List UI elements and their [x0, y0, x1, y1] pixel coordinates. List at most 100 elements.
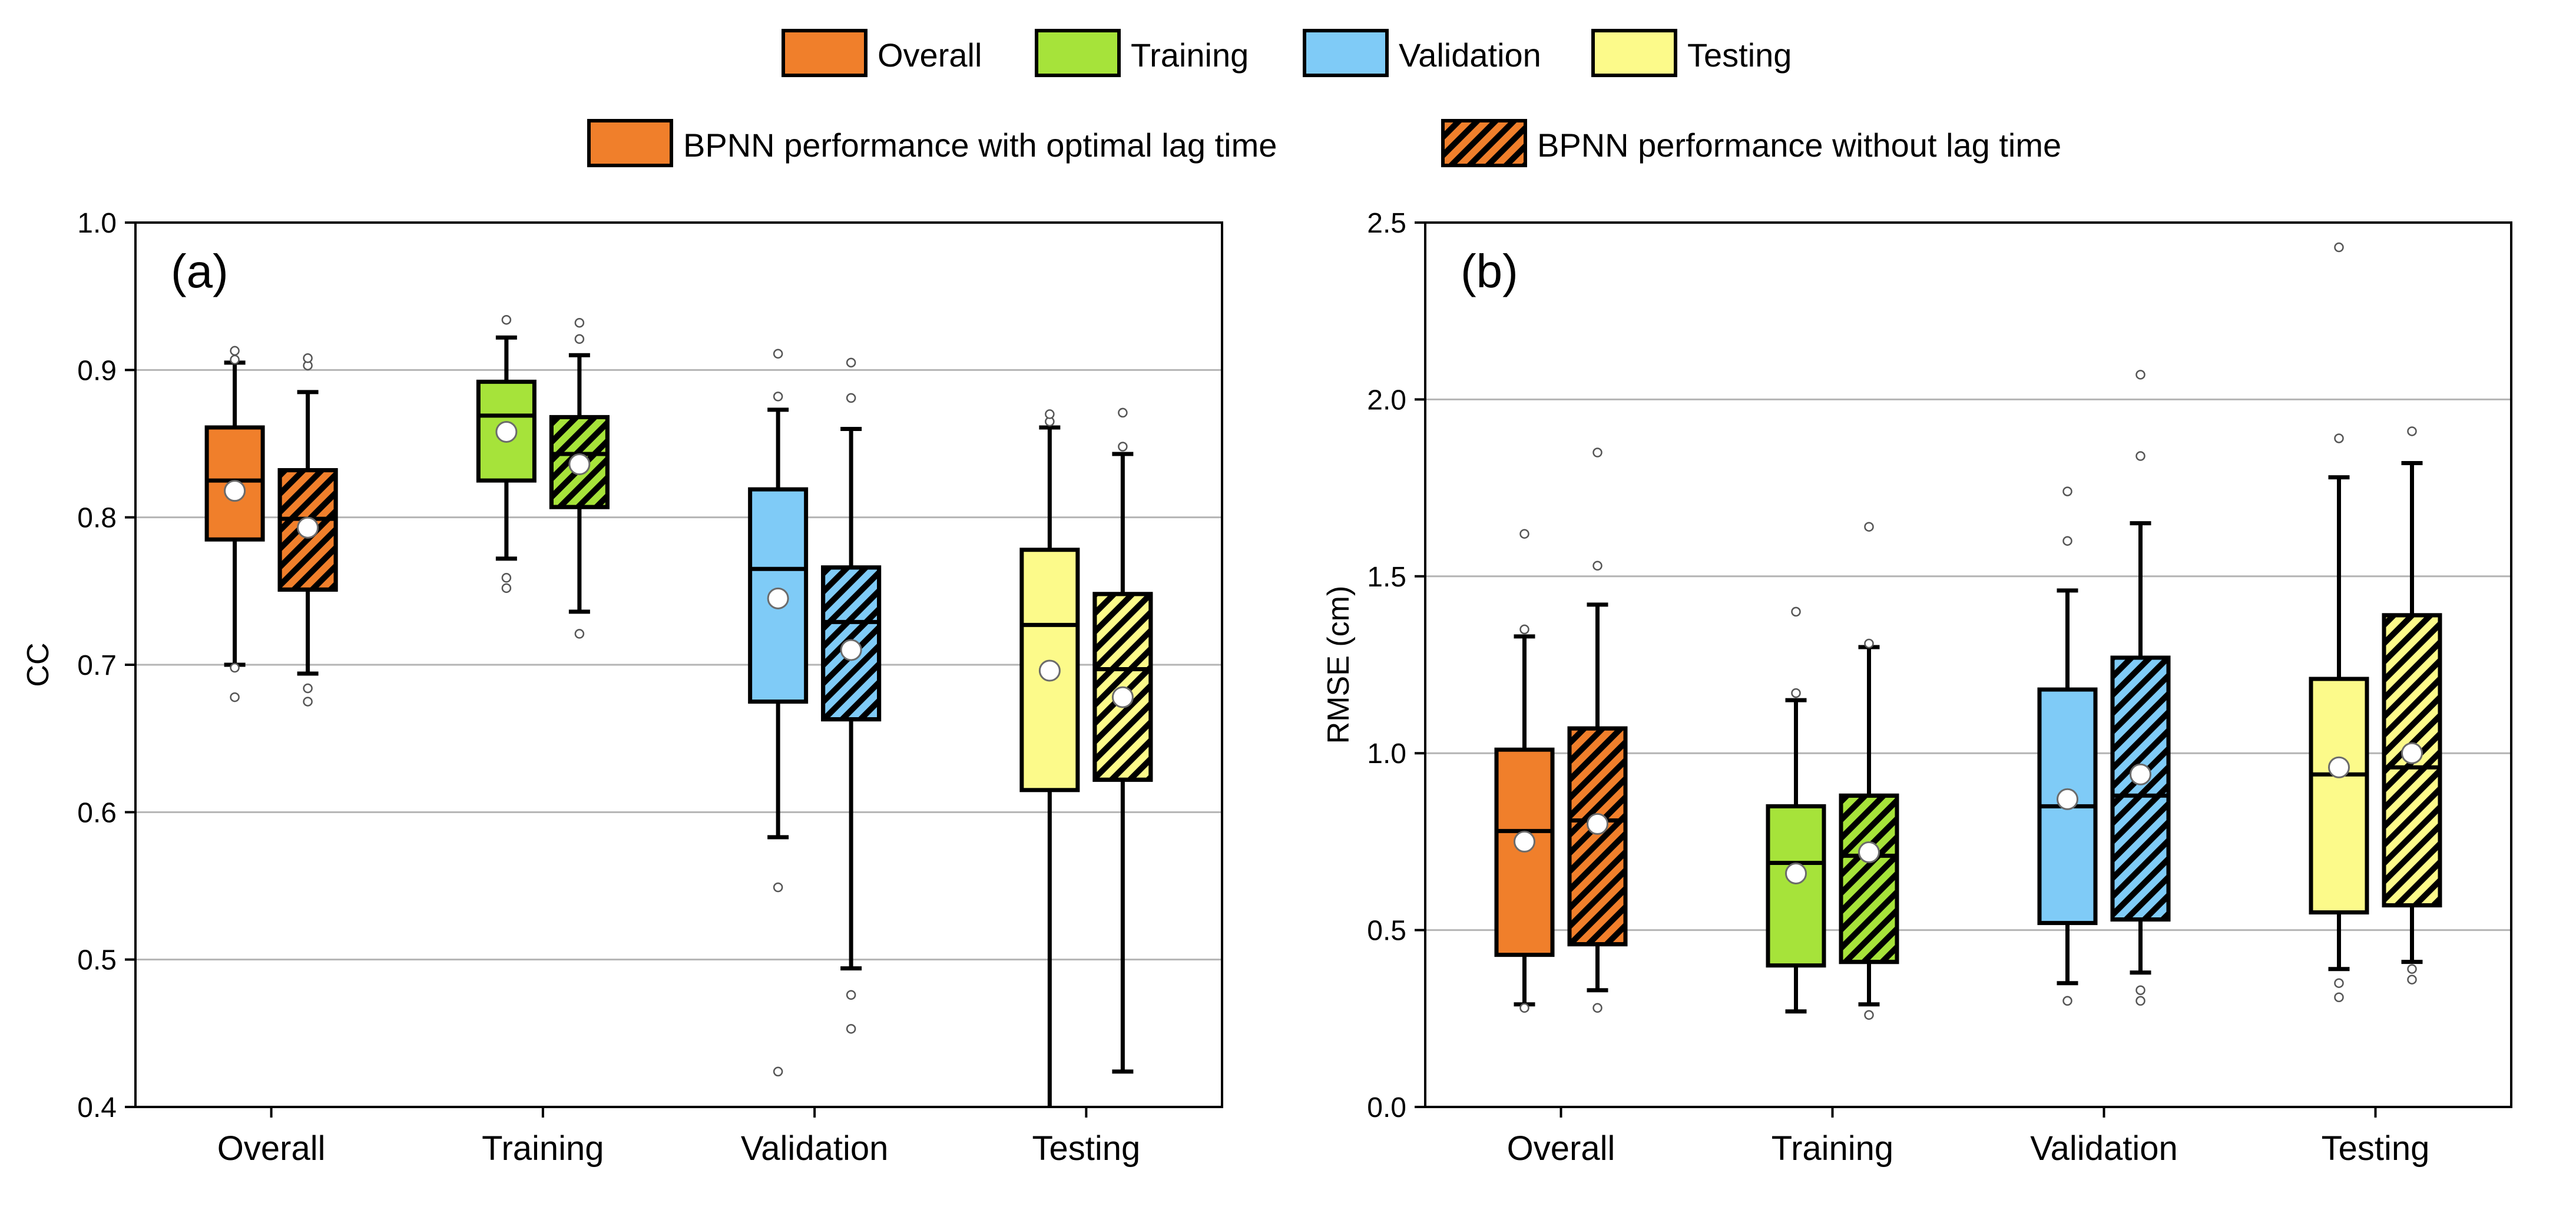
legend-label-validation: Validation: [1399, 37, 1541, 74]
legend-label-style-0: BPNN performance with optimal lag time: [683, 127, 1277, 164]
outlier-point: [1864, 638, 1874, 649]
x-tick-label-testing: Testing: [1032, 1129, 1140, 1168]
x-tick-label-overall: Overall: [1507, 1129, 1615, 1168]
outlier-point: [230, 662, 240, 673]
box-overall-with-lag: [204, 346, 265, 702]
outlier-point: [2407, 964, 2417, 974]
outlier-point: [2135, 370, 2145, 380]
outlier-point: [303, 697, 313, 707]
box-training-without-lag: [1839, 522, 1899, 1020]
outlier-point: [2135, 996, 2145, 1006]
outlier-point: [230, 692, 240, 702]
box-training-with-lag: [1766, 606, 1826, 1014]
outlier-point: [1864, 1010, 1874, 1020]
outlier-point: [2407, 974, 2417, 984]
legend-label-training: Training: [1131, 37, 1249, 74]
mean-marker: [1587, 813, 1608, 835]
box-validation-without-lag: [821, 357, 882, 1034]
box-hatch: [1567, 726, 1628, 947]
outlier-point: [2334, 992, 2344, 1003]
mean-marker: [297, 516, 319, 539]
x-tick-label-validation: Validation: [2030, 1129, 2177, 1168]
outlier-point: [1519, 624, 1529, 635]
panel-label: (a): [171, 245, 229, 297]
mean-marker: [1038, 659, 1061, 682]
outlier-point: [230, 346, 240, 356]
outlier-point: [846, 393, 856, 403]
outlier-point: [303, 353, 313, 363]
box-validation-with-lag: [2037, 486, 2098, 1006]
outlier-point: [1118, 442, 1128, 452]
legend-label-testing: Testing: [1687, 37, 1792, 74]
box-training-without-lag: [549, 317, 610, 639]
y-tick-label: 1.0: [1367, 738, 1406, 770]
outlier-point: [1519, 1003, 1529, 1013]
outlier-point: [2334, 242, 2344, 253]
outlier-point: [574, 334, 585, 344]
outlier-point: [2062, 536, 2072, 546]
outlier-point: [773, 1066, 783, 1077]
mean-marker: [2057, 788, 2078, 810]
box-overall-with-lag: [1494, 529, 1555, 1013]
outlier-point: [1592, 447, 1602, 458]
box-hatch: [2110, 655, 2171, 922]
legend: Overall Training Validation Testing BPNN per…: [587, 29, 2061, 167]
outlier-point: [574, 317, 585, 328]
legend-swatch-training: [1035, 29, 1121, 77]
x-tick-label-training: Training: [1772, 1129, 1893, 1168]
y-tick-label: 1.0: [77, 208, 117, 239]
x-tick-label-overall: Overall: [217, 1129, 326, 1168]
mean-marker: [568, 453, 591, 476]
box-testing-with-lag: [2309, 242, 2369, 1003]
y-tick-label: 0.0: [1367, 1092, 1406, 1123]
mean-marker: [495, 420, 518, 443]
y-tick-label: 0.4: [77, 1092, 117, 1123]
mean-marker: [1111, 686, 1134, 708]
outlier-point: [1791, 606, 1801, 617]
box-hatch: [1839, 793, 1899, 964]
x-tick-label-training: Training: [482, 1129, 604, 1168]
outlier-point: [773, 349, 783, 359]
outlier-point: [501, 583, 512, 594]
y-tick-label: 0.5: [1367, 916, 1406, 947]
outlier-point: [2407, 426, 2417, 436]
x-tick-label-validation: Validation: [741, 1129, 888, 1168]
mean-marker: [2401, 742, 2423, 764]
box-overall-without-lag: [1567, 447, 1628, 1013]
mean-marker: [2328, 756, 2350, 778]
panel-b: 0.0 0.5 1.0 1.5 2.0 2.5 Overall Training Validat…: [1322, 208, 2512, 1168]
plot-frame: [1424, 221, 2512, 1108]
outlier-point: [846, 357, 856, 368]
outlier-point: [303, 683, 313, 694]
outlier-point: [230, 354, 240, 365]
outlier-point: [1791, 688, 1801, 698]
legend-swatch-validation: [1303, 29, 1389, 77]
outlier-point: [773, 392, 783, 402]
mean-marker: [767, 587, 789, 609]
legend-swatch-testing: [1591, 29, 1677, 77]
y-tick-label: 1.5: [1367, 562, 1406, 593]
y-tick-label: 2.0: [1367, 384, 1406, 416]
outlier-point: [2334, 978, 2344, 988]
box-testing-with-lag: [1019, 409, 1080, 1107]
box-validation-with-lag: [748, 349, 809, 1077]
outlier-point: [1118, 407, 1128, 418]
outlier-point: [1592, 561, 1602, 571]
outlier-point: [501, 314, 512, 325]
outlier-point: [846, 990, 856, 1000]
legend-label-overall: Overall: [878, 37, 982, 74]
outlier-point: [846, 1024, 856, 1034]
y-tick-label: 2.5: [1367, 208, 1406, 239]
outlier-point: [2062, 486, 2072, 496]
legend-label-style-1: BPNN performance without lag time: [1537, 127, 2061, 164]
box-testing-without-lag: [2382, 426, 2442, 984]
outlier-point: [1592, 1003, 1602, 1013]
box-hatch: [277, 468, 338, 592]
y-axis-label: CC: [21, 642, 55, 687]
box-training-with-lag: [476, 314, 537, 594]
outlier-point: [2062, 996, 2072, 1006]
mean-marker: [840, 639, 862, 661]
outlier-point: [1519, 529, 1529, 539]
box-overall-without-lag: [277, 353, 338, 707]
